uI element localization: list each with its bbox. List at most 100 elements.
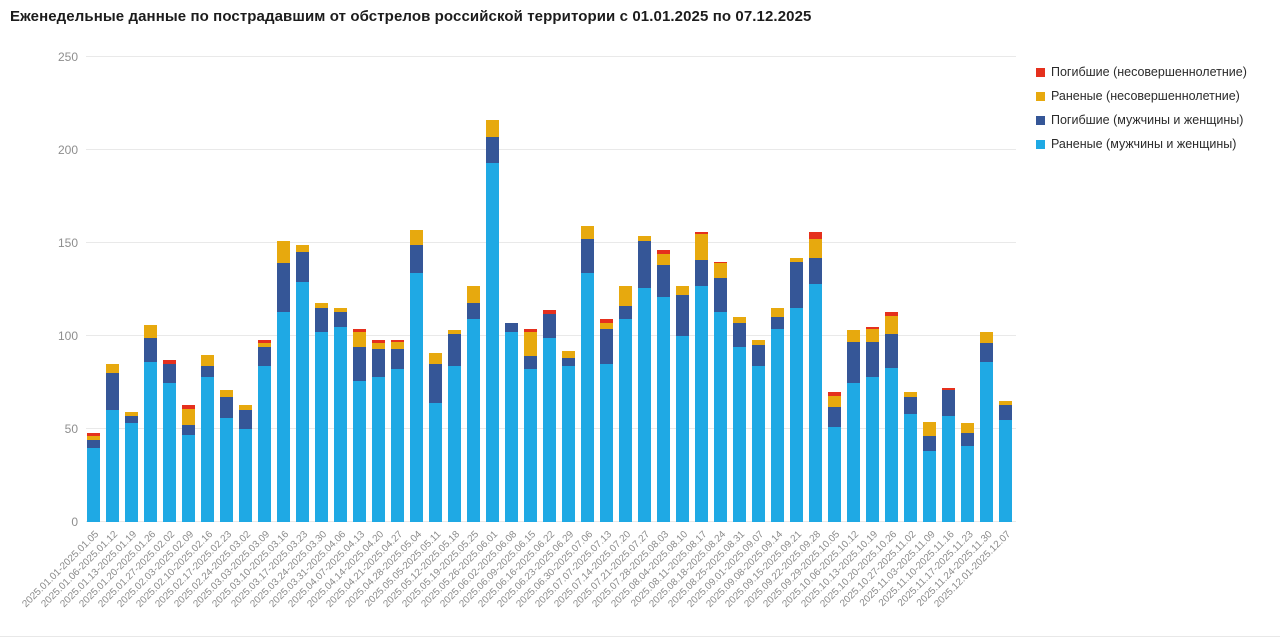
- bar-segment: [372, 339, 385, 344]
- bar-segment: [638, 287, 651, 522]
- bar-segment: [809, 257, 822, 284]
- bar-segment: [562, 365, 575, 522]
- y-axis-tick-label: 150: [57, 236, 78, 250]
- bar: [771, 57, 784, 522]
- bar-segment: [258, 347, 271, 366]
- bar-segment: [714, 261, 727, 264]
- bar-segment: [714, 263, 727, 279]
- bar-segment: [201, 365, 214, 377]
- bar-segment: [87, 440, 100, 448]
- bar-segment: [448, 330, 461, 335]
- bar-segment: [999, 401, 1012, 405]
- bar-segment: [847, 330, 860, 342]
- bar-segment: [239, 429, 252, 522]
- bar: [809, 57, 822, 522]
- bar-segment: [866, 341, 879, 377]
- bar-segment: [391, 369, 404, 522]
- bar-segment: [714, 311, 727, 522]
- bar: [543, 57, 556, 522]
- bar-segment: [714, 278, 727, 312]
- bar-segment: [904, 391, 917, 398]
- bar-segment: [771, 328, 784, 522]
- bar-segment: [885, 334, 898, 368]
- bar-segment: [866, 326, 879, 329]
- bar-segment: [296, 252, 309, 283]
- bar-segment: [239, 410, 252, 429]
- bar: [125, 57, 138, 522]
- legend-marker-deaths-adults: [1036, 115, 1045, 125]
- bar-segment: [277, 311, 290, 522]
- bar-segment: [315, 302, 328, 309]
- bar: [144, 57, 157, 522]
- bar-segment: [600, 328, 613, 364]
- bar-segment: [391, 341, 404, 350]
- bar-segment: [543, 313, 556, 338]
- bar-segment: [448, 334, 461, 366]
- bar-segment: [220, 389, 233, 398]
- bar: [220, 57, 233, 522]
- bar-segment: [942, 415, 955, 522]
- bar-segment: [695, 259, 708, 286]
- bar-segment: [676, 285, 689, 296]
- bar-segment: [505, 322, 518, 333]
- bar-segment: [353, 332, 366, 348]
- bar-segment: [182, 404, 195, 409]
- bar-segment: [524, 328, 537, 333]
- bar-segment: [334, 308, 347, 312]
- bar: [505, 57, 518, 522]
- bar: [942, 57, 955, 522]
- bar-segment: [277, 263, 290, 312]
- bar-segment: [600, 363, 613, 522]
- bar: [391, 57, 404, 522]
- bar-segment: [258, 339, 271, 344]
- bar-segment: [315, 308, 328, 333]
- chart-title: Еженедельные данные по пострадавшим от о…: [10, 8, 812, 25]
- bar-segment: [638, 241, 651, 288]
- legend-marker-wounded-adults: [1036, 139, 1045, 149]
- gridline: [86, 242, 1016, 243]
- bar-segment: [885, 311, 898, 316]
- bar: [467, 57, 480, 522]
- bar-segment: [562, 358, 575, 366]
- bar-segment: [467, 285, 480, 303]
- bar-segment: [828, 427, 841, 522]
- bar-segment: [771, 308, 784, 318]
- bar-segment: [353, 347, 366, 381]
- bar-segment: [980, 343, 993, 363]
- legend-marker-wounded-minors: [1036, 91, 1045, 101]
- bar-segment: [182, 408, 195, 426]
- bar: [847, 57, 860, 522]
- bar: [923, 57, 936, 522]
- bar-segment: [467, 302, 480, 320]
- bar-segment: [657, 250, 670, 255]
- bar: [657, 57, 670, 522]
- bar-segment: [372, 343, 385, 350]
- bar-segment: [961, 445, 974, 522]
- bar: [790, 57, 803, 522]
- bar-segment: [961, 432, 974, 446]
- bar: [961, 57, 974, 522]
- bar-segment: [923, 436, 936, 452]
- bar-segment: [486, 163, 499, 522]
- bar: [429, 57, 442, 522]
- bar-segment: [980, 332, 993, 344]
- bar-segment: [353, 328, 366, 333]
- bar-segment: [87, 432, 100, 437]
- bottom-divider: [0, 636, 1280, 637]
- bar-segment: [372, 376, 385, 522]
- bar-segment: [220, 397, 233, 418]
- bar: [353, 57, 366, 522]
- legend-item: Погибшие (несовершеннолетние): [1036, 60, 1247, 84]
- bar-segment: [372, 349, 385, 377]
- bar-segment: [790, 257, 803, 262]
- bar-segment: [980, 362, 993, 522]
- bar-segment: [828, 406, 841, 428]
- bar-segment: [543, 337, 556, 522]
- bar: [619, 57, 632, 522]
- bar: [87, 57, 100, 522]
- bar-segment: [277, 241, 290, 264]
- bar-segment: [296, 282, 309, 522]
- bar-segment: [752, 345, 765, 366]
- bar: [752, 57, 765, 522]
- bar-segment: [885, 367, 898, 522]
